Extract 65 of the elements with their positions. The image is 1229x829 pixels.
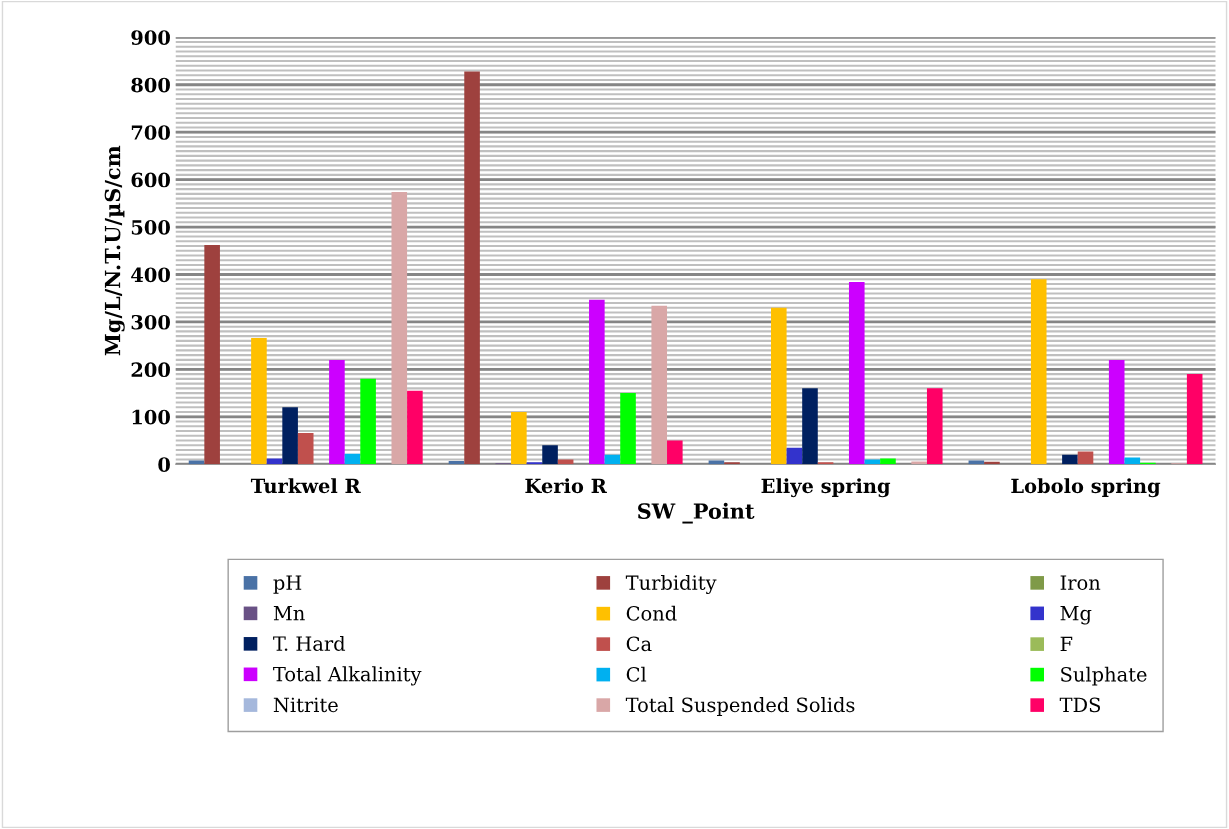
legend-label: Mn (273, 605, 305, 621)
legend-label: pH (273, 575, 302, 594)
legend-label: Cl (626, 666, 647, 682)
legend-label: Total Alkalinity (273, 666, 422, 686)
bar (589, 299, 605, 465)
bar (770, 307, 787, 465)
x-tick-label: Eliye spring (761, 478, 891, 498)
bar (297, 432, 314, 465)
bar (911, 461, 927, 465)
legend-label: Ca (626, 636, 652, 652)
bar (864, 459, 881, 465)
bar (464, 71, 480, 465)
legend-label: F (1060, 636, 1073, 651)
bar (282, 407, 298, 465)
bar (968, 460, 985, 465)
bar (557, 459, 574, 465)
legend-label: TDS (1059, 697, 1101, 713)
y-tick-label: 900 (131, 30, 170, 45)
bar (511, 412, 527, 465)
bar (667, 440, 683, 465)
bar (1077, 451, 1094, 465)
bar (786, 447, 803, 465)
bar (1062, 454, 1078, 465)
y-tick-label: 500 (131, 220, 170, 235)
bar (1030, 279, 1047, 465)
bar (880, 458, 896, 465)
bar (802, 388, 818, 465)
y-tick-label: 0 (158, 457, 170, 472)
y-tick-label: 200 (131, 362, 170, 378)
legend-label: Nitrite (273, 697, 338, 713)
bar (1108, 359, 1125, 465)
legend-label: Sulphate (1061, 666, 1147, 686)
bar (391, 191, 408, 465)
legend-label: Total Suspended Solids (625, 697, 855, 716)
y-tick-label: 300 (131, 314, 170, 330)
bar (329, 359, 345, 465)
y-tick-label: 100 (132, 409, 170, 425)
bar (708, 460, 725, 465)
y-tick-label: 600 (131, 172, 170, 188)
x-tick-label: Kerio R (525, 478, 607, 494)
bar (651, 305, 668, 465)
x-axis-title: SW _Point (638, 502, 755, 524)
bar (251, 338, 267, 465)
x-tick-label: Lobolo spring (1011, 478, 1161, 498)
bar (926, 388, 943, 465)
bar (604, 454, 621, 465)
legend-label: Turbidity (625, 574, 717, 594)
bar (1186, 374, 1203, 465)
bar (848, 282, 865, 465)
bar (344, 453, 361, 465)
legend-label: Cond (626, 605, 677, 621)
legend-label: Iron (1060, 575, 1101, 590)
bar (360, 378, 376, 465)
bar (188, 460, 205, 465)
x-tick-label: Turkwel R (250, 478, 361, 494)
legend-label: Mg (1060, 605, 1092, 625)
y-tick-label: 800 (131, 77, 170, 93)
legend-label: T. Hard (273, 635, 346, 651)
bar (542, 445, 558, 465)
y-tick-label: 700 (131, 125, 170, 140)
bar (407, 390, 423, 465)
y-axis-title: Mg/L/N.T.U/µS/cm (104, 145, 125, 356)
bar (620, 393, 636, 465)
bar (204, 245, 220, 465)
y-tick-label: 400 (131, 267, 170, 283)
